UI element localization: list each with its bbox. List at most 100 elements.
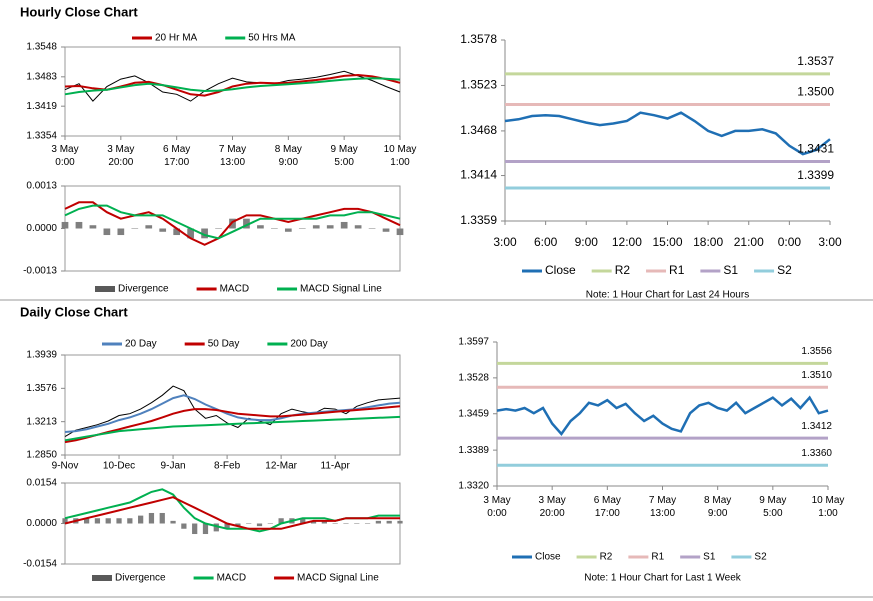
legend-label: MACD [217,573,246,584]
legend-label: Close [545,263,576,277]
x-tick-line: 9:00 [279,157,299,168]
divergence-bar [116,518,122,524]
x-tick-line: 8 May [275,144,302,155]
divergence-bar [187,228,194,239]
x-tick-line: 13:00 [650,508,675,519]
level-label: 1.3431 [797,142,834,156]
series-line [496,395,829,437]
x-tick-label: 9-Nov [52,461,79,472]
series-line [64,204,401,240]
divergence-bar [310,520,317,524]
x-tick-line: 17:00 [164,157,189,168]
x-tick-label: 18:00 [693,235,723,249]
x-tick-label: 10 May 1:00 [384,144,417,168]
x-tick-line: 0:00 [55,157,75,168]
divergence-bar [354,225,362,229]
y-tick-label: 1.3359 [460,213,497,227]
x-tick-line: 1:00 [818,508,838,519]
x-tick-line: 0:00 [487,508,507,519]
divergence-bar [215,228,222,229]
series-line [64,77,401,96]
divergence-bar [312,225,320,229]
divergence-bar [256,523,263,527]
divergence-bar [181,523,187,529]
y-tick-label: 1.3414 [460,168,497,182]
y-tick-label: 1.3320 [458,481,489,492]
note: Note: 1 Hour Chart for Last 24 Hours [586,290,749,301]
y-tick-label: -0.0154 [23,559,57,570]
divergence-bar [117,228,125,236]
divergence-bar [105,518,111,524]
y-tick-label: 0.0013 [26,181,57,192]
x-tick-line: 9:00 [708,508,728,519]
divergence-bar [340,221,348,229]
series-line [64,415,401,442]
y-tick-label: 1.3576 [26,383,57,394]
y-tick-label: 1.3939 [26,350,57,361]
x-tick-label: 8-Feb [214,461,241,472]
y-tick-label: 1.3389 [458,445,489,456]
x-tick-label: 3 May 20:00 [539,495,566,519]
y-tick-label: 1.3419 [26,101,57,112]
x-tick-line: 6 May [163,144,190,155]
x-tick-label: 6 May 17:00 [594,495,621,519]
legend-label: S2 [754,552,767,563]
legend-label: 200 Day [290,339,327,350]
x-tick-line: 9 May [331,144,358,155]
divergence-bar [386,520,392,524]
divergence-bar [201,228,208,239]
series-line [64,496,400,530]
legend-label: Close [535,552,561,563]
level-label: 1.3510 [801,370,832,381]
level-label: 1.3360 [801,448,832,459]
legend-label: R1 [669,263,685,277]
x-tick-line: 7 May [649,495,676,506]
x-tick-line: 10 May [384,144,417,155]
y-tick-label: -0.0013 [23,266,57,277]
level-label: 1.3500 [797,85,834,99]
x-tick-label: 9:00 [575,235,599,249]
x-tick-line: 10 May [812,495,845,506]
y-tick-label: 0.0000 [26,223,57,234]
divergence-bar [62,518,68,524]
divergence-bar [229,218,236,229]
divergence-bar [326,225,334,229]
plot-frame [64,354,401,456]
legend-label: S1 [703,552,716,563]
plot-frame [64,482,401,565]
y-tick-label: 1.3213 [26,416,57,427]
divergence-bar [170,520,176,524]
divergence-bar [159,228,167,232]
divergence-bar [284,228,292,232]
divergence-bar [321,520,327,524]
divergence-bar [397,520,403,524]
divergence-bar [267,523,273,524]
legend-swatch [95,286,115,292]
divergence-bar [364,523,371,524]
legend-swatch [92,575,112,581]
legend-label: R2 [615,263,631,277]
price-line [64,70,401,102]
divergence-bar [61,221,69,229]
x-tick-line: 1:00 [390,157,410,168]
x-tick-label: 3:00 [493,235,517,249]
divergence-bar [332,523,338,524]
legend-label: MACD [220,284,249,295]
x-tick-label: 3:00 [818,235,842,249]
x-tick-line: 5:00 [763,508,783,519]
divergence-bar [103,228,111,236]
x-tick-label: 8 May 9:00 [275,144,302,168]
section-title: Hourly Close Chart [20,4,138,19]
divergence-bar [148,512,155,524]
x-tick-line: 8 May [704,495,731,506]
divergence-bar [396,228,404,236]
legend-label: 20 Hr MA [155,33,198,44]
x-tick-line: 20:00 [108,157,133,168]
legend-label: R2 [600,552,613,563]
x-tick-label: 9 May 5:00 [759,495,786,519]
x-tick-label: 7 May 13:00 [649,495,676,519]
y-tick-label: 1.3483 [26,71,57,82]
y-tick-label: 1.3597 [458,337,489,348]
x-tick-line: 6 May [594,495,621,506]
